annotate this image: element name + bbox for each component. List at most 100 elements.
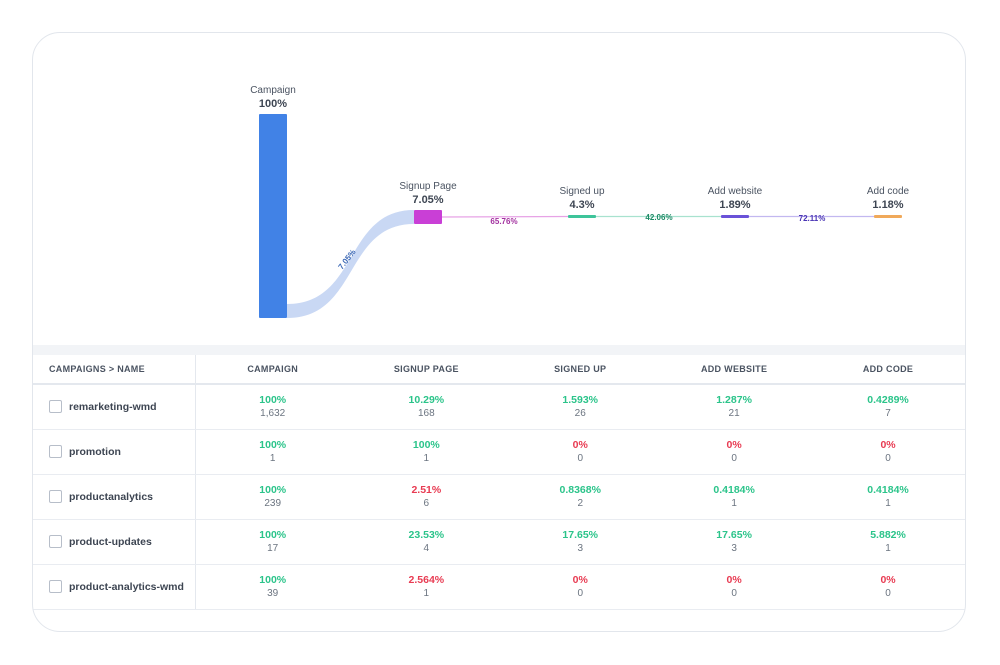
- row-checkbox[interactable]: [49, 445, 62, 459]
- step-cell: 0% 0: [811, 564, 965, 610]
- cell-count: 26: [574, 408, 586, 419]
- funnel-step-name: Add code: [867, 186, 910, 197]
- step-cell: 0% 0: [503, 429, 658, 475]
- cell-percent: 0.4184%: [713, 484, 755, 496]
- cell-percent: 0%: [880, 439, 896, 451]
- row-checkbox[interactable]: [49, 400, 62, 414]
- funnel-step-name: Signed up: [559, 186, 604, 197]
- step-cell: 0% 0: [657, 429, 812, 475]
- cell-percent: 1.287%: [716, 394, 752, 406]
- cell-count: 3: [731, 543, 737, 554]
- cell-percent: 0.4184%: [867, 484, 909, 496]
- cell-count: 168: [417, 408, 435, 419]
- cell-percent: 0%: [880, 574, 896, 586]
- funnel-step[interactable]: Signup Page 7.05%: [399, 181, 457, 224]
- funnel-step-name: Signup Page: [399, 181, 457, 192]
- step-cell: 2.51% 6: [349, 474, 504, 520]
- row-name: remarketing-wmd: [69, 400, 157, 413]
- funnel-step[interactable]: Add website 1.89%: [708, 186, 763, 218]
- breakdown-table-container: CAMPAIGNS > NAME CAMPAIGN SIGNUP PAGE SIGNE…: [33, 345, 965, 621]
- cell-count: 239: [264, 498, 282, 509]
- funnel-bar[interactable]: [874, 215, 902, 218]
- cell-count: 3: [577, 543, 583, 554]
- step-cell: 100% 1: [195, 429, 350, 475]
- funnel-bar[interactable]: [414, 210, 442, 224]
- table-row: remarketing-wmd 100% 1,632 10.29% 168 1.593% 2…: [33, 384, 965, 430]
- cell-percent: 10.29%: [408, 394, 445, 406]
- cell-percent: 0%: [572, 439, 588, 451]
- header-name-column[interactable]: CAMPAIGNS > NAME: [33, 355, 196, 385]
- row-checkbox[interactable]: [49, 535, 62, 549]
- cell-count: 0: [885, 588, 891, 599]
- cell-count: 2: [577, 498, 583, 509]
- step-cell: 1.287% 21: [657, 384, 812, 430]
- header-step-column[interactable]: SIGNED UP: [503, 355, 658, 385]
- flow-campaign-to-signup-page: [287, 210, 414, 318]
- row-name-cell: promotion: [33, 429, 196, 475]
- cell-percent: 2.51%: [411, 484, 442, 496]
- flow-1: [441, 215, 569, 218]
- cell-percent: 100%: [259, 529, 287, 541]
- cell-count: 0: [731, 453, 737, 464]
- funnel-bar[interactable]: [568, 215, 596, 218]
- conversion-label: 72.11%: [799, 214, 826, 223]
- funnel-card: Campaign 100% Signup Page 7.05% Signed up 4.3…: [32, 32, 966, 632]
- conversion-label: 65.76%: [490, 217, 517, 226]
- step-cell: 17.65% 3: [657, 519, 812, 565]
- header-step-column[interactable]: ADD CODE: [811, 355, 965, 385]
- step-cell: 0% 0: [811, 429, 965, 475]
- cell-count: 7: [885, 408, 891, 419]
- cell-count: 1: [269, 453, 276, 464]
- step-cell: 0% 0: [657, 564, 812, 610]
- row-name-cell: remarketing-wmd: [33, 384, 196, 430]
- funnel-step-percent: 1.89%: [719, 199, 750, 211]
- conversion-label: 42.06%: [645, 213, 672, 222]
- table-row: productanalytics 100% 239 2.51% 6 0.8368% 2 0.4…: [33, 474, 965, 520]
- step-cell: 100% 39: [195, 564, 350, 610]
- step-cell: 0.8368% 2: [503, 474, 658, 520]
- row-name-cell: productanalytics: [33, 474, 196, 520]
- row-name-cell: product-analytics-wmd: [33, 564, 196, 610]
- cell-count: 17: [267, 543, 279, 554]
- cell-percent: 0%: [726, 439, 742, 451]
- funnel-step-percent: 4.3%: [569, 199, 594, 211]
- cell-count: 6: [423, 498, 430, 509]
- funnel-bar[interactable]: [721, 215, 749, 218]
- funnel-step[interactable]: Signed up 4.3%: [559, 186, 605, 218]
- cell-percent: 0.4289%: [867, 394, 909, 406]
- cell-count: 1,632: [260, 408, 286, 419]
- cell-percent: 23.53%: [408, 529, 445, 541]
- cell-percent: 2.564%: [408, 574, 445, 586]
- step-cell: 5.882% 1: [811, 519, 965, 565]
- cell-count: 39: [267, 588, 279, 599]
- table-row: product-analytics-wmd 100% 39 2.564% 1 0% 0 0% 0…: [33, 564, 965, 610]
- cell-count: 0: [731, 588, 737, 599]
- step-cell: 23.53% 4: [349, 519, 504, 565]
- cell-count: 1: [731, 498, 737, 509]
- cell-percent: 100%: [259, 439, 287, 451]
- cell-percent: 100%: [259, 394, 287, 406]
- cell-percent: 100%: [259, 484, 287, 496]
- step-cell: 0% 0: [503, 564, 658, 610]
- breakdown-table: CAMPAIGNS > NAME CAMPAIGN SIGNUP PAGE SIGNE…: [33, 355, 965, 610]
- cell-percent: 17.65%: [562, 529, 599, 541]
- funnel-step[interactable]: Campaign 100%: [250, 85, 296, 318]
- row-name-cell: product-updates: [33, 519, 196, 565]
- funnel-chart: Campaign 100% Signup Page 7.05% Signed up 4.3…: [250, 85, 910, 318]
- cell-count: 21: [728, 408, 740, 419]
- step-cell: 0.4184% 1: [657, 474, 812, 520]
- row-checkbox[interactable]: [49, 490, 62, 504]
- cell-count: 0: [577, 453, 583, 464]
- step-cell: 0.4289% 7: [811, 384, 965, 430]
- cell-count: 4: [423, 543, 430, 554]
- step-cell: 1.593% 26: [503, 384, 658, 430]
- step-cell: 2.564% 1: [349, 564, 504, 610]
- cell-count: 1: [885, 543, 891, 554]
- funnel-step[interactable]: Add code 1.18%: [867, 186, 910, 218]
- header-step-column[interactable]: SIGNUP PAGE: [349, 355, 504, 385]
- header-step-column[interactable]: ADD WEBSITE: [657, 355, 812, 385]
- header-step-column[interactable]: CAMPAIGN: [195, 355, 350, 385]
- funnel-bar[interactable]: [259, 114, 287, 318]
- step-cell: 100% 239: [195, 474, 350, 520]
- row-checkbox[interactable]: [49, 580, 62, 594]
